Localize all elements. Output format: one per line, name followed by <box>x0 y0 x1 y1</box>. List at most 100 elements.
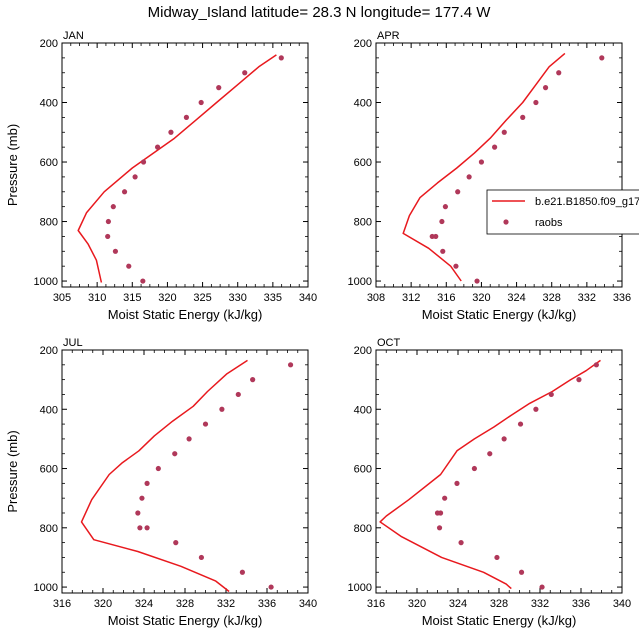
y-tick-label: 600 <box>40 464 58 476</box>
x-tick-label: 335 <box>264 292 282 304</box>
obs-point <box>518 569 525 575</box>
obs-point <box>155 465 161 472</box>
x-axis-label: Moist Static Energy (kJ/kg) <box>422 613 577 628</box>
y-tick-label: 400 <box>354 98 372 110</box>
obs-point <box>442 495 448 501</box>
y-tick-label: 1000 <box>34 582 58 594</box>
x-tick-label: 316 <box>53 598 71 610</box>
obs-point <box>168 129 174 135</box>
x-tick-label: 328 <box>543 292 561 304</box>
obs-point <box>126 263 132 269</box>
obs-point <box>434 510 441 516</box>
panel-apr: APR 308 312 316 320 324 328 332 336 200 400 600 800 1… <box>348 30 632 322</box>
obs-point <box>202 421 209 427</box>
obs-point <box>183 114 190 120</box>
obs-point <box>132 174 138 180</box>
obs-point <box>112 248 119 254</box>
panels: JAN 305 310 315 320 325 330 335 340 200 400 600 800 1… <box>5 30 631 628</box>
obs-point <box>105 233 111 240</box>
obs-point <box>137 525 143 531</box>
x-tick-label: 324 <box>135 598 153 610</box>
model-series-line <box>402 52 566 282</box>
y-tick-label: 400 <box>40 404 58 416</box>
x-tick-label: 332 <box>578 292 596 304</box>
obs-point <box>216 85 222 91</box>
obs-point <box>455 189 461 195</box>
obs-point <box>533 406 539 412</box>
y-tick-label: 1000 <box>348 582 372 594</box>
plot-frame <box>375 42 623 288</box>
obs-point <box>474 278 480 284</box>
x-tick-label: 320 <box>408 598 426 610</box>
obs-point <box>429 233 435 240</box>
panel-label: OCT <box>377 337 401 349</box>
y-tick-label: 400 <box>40 98 58 110</box>
legend-box <box>486 189 639 235</box>
obs-point <box>239 569 245 575</box>
obs-point <box>533 99 539 106</box>
obs-point <box>140 278 146 284</box>
y-tick-label: 800 <box>354 523 372 535</box>
legend-obs-swatch <box>503 219 509 225</box>
obs-point <box>487 451 493 457</box>
panel-label: JAN <box>63 30 84 42</box>
x-tick-label: 320 <box>158 292 176 304</box>
x-tick-label: 315 <box>123 292 141 304</box>
obs-point <box>268 584 274 590</box>
model-series-line <box>77 54 277 283</box>
obs-point <box>440 248 446 254</box>
obs-point <box>144 525 150 531</box>
x-tick-label: 336 <box>258 598 276 610</box>
obs-point <box>471 465 477 472</box>
obs-point <box>235 391 241 398</box>
x-axis-label: Moist Static Energy (kJ/kg) <box>422 307 577 322</box>
obs-point <box>458 540 464 546</box>
obs-point <box>219 406 225 412</box>
obs-point <box>439 218 445 225</box>
panel-oct: OCT 316 320 324 328 332 336 340 200 400 600 800 1000… <box>348 337 632 628</box>
obs-point <box>186 436 192 442</box>
x-tick-label: 320 <box>94 598 112 610</box>
obs-point <box>140 159 147 165</box>
obs-point <box>139 495 145 501</box>
y-tick-label: 600 <box>354 157 372 169</box>
x-tick-label: 336 <box>613 292 631 304</box>
obs-point <box>501 129 507 135</box>
x-tick-label: 332 <box>531 598 549 610</box>
x-tick-label: 340 <box>299 598 317 610</box>
obs-point <box>436 525 443 531</box>
obs-point <box>198 99 204 106</box>
x-axis-label: Moist Static Energy (kJ/kg) <box>108 307 263 322</box>
obs-point <box>520 114 526 120</box>
x-tick-label: 316 <box>367 598 385 610</box>
legend-obs-label: raobs <box>535 217 563 229</box>
chart-title: Midway_Island latitude= 28.3 N longitude… <box>148 4 492 21</box>
obs-point <box>105 218 111 225</box>
y-tick-label: 1000 <box>34 276 58 288</box>
obs-point <box>478 159 485 165</box>
y-tick-label: 200 <box>40 345 58 357</box>
obs-point <box>154 144 161 150</box>
legend: b.e21.B1850.f09_g17 raobs <box>486 189 639 235</box>
plot-frame <box>61 42 309 288</box>
obs-point <box>576 377 582 383</box>
obs-point <box>173 540 179 546</box>
panel-label: JUL <box>63 337 83 349</box>
y-tick-label: 200 <box>354 38 372 50</box>
model-series-line <box>379 359 601 590</box>
obs-point <box>172 451 178 457</box>
obs-point <box>442 204 449 210</box>
obs-point <box>287 362 294 368</box>
x-tick-label: 325 <box>193 292 211 304</box>
y-tick-label: 800 <box>354 217 372 229</box>
plot-frame <box>61 349 309 594</box>
y-tick-label: 600 <box>40 157 58 169</box>
y-tick-label: 200 <box>40 38 58 50</box>
x-tick-label: 340 <box>299 292 317 304</box>
y-tick-label: 1000 <box>348 276 372 288</box>
x-tick-label: 310 <box>88 292 106 304</box>
x-tick-label: 316 <box>437 292 455 304</box>
x-tick-label: 320 <box>472 292 490 304</box>
obs-point <box>548 391 554 398</box>
